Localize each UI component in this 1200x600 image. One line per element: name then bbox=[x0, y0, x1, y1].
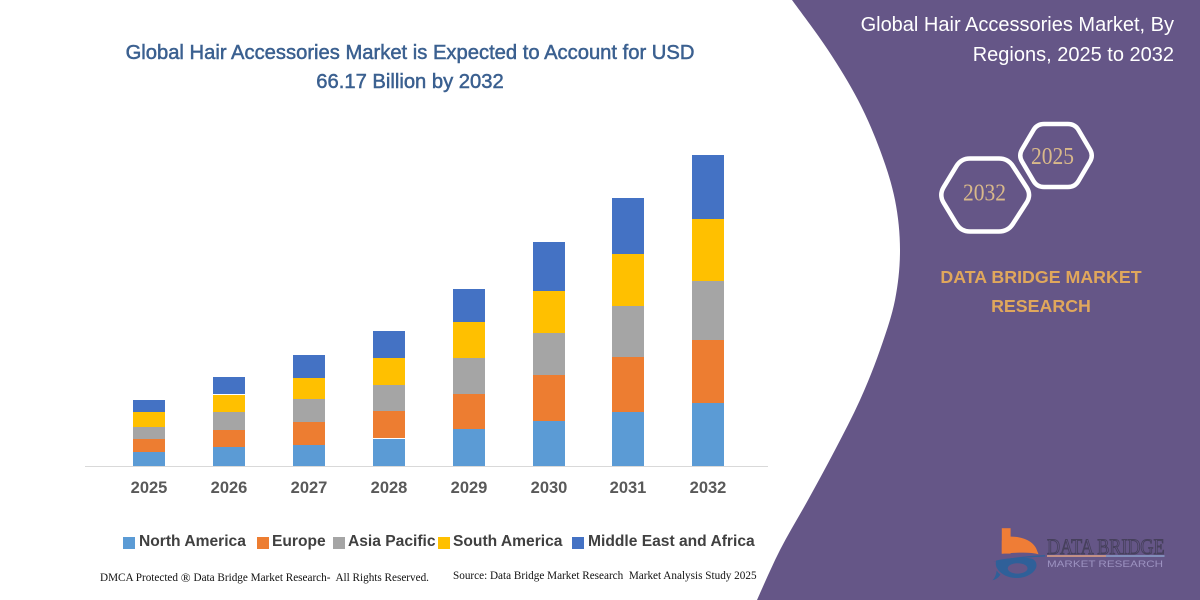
svg-text:MARKET RESEARCH: MARKET RESEARCH bbox=[1047, 559, 1163, 570]
svg-text:2025: 2025 bbox=[1031, 144, 1074, 170]
svg-text:2032: 2032 bbox=[963, 181, 1006, 207]
svg-text:DATA BRIDGE: DATA BRIDGE bbox=[1047, 534, 1165, 559]
